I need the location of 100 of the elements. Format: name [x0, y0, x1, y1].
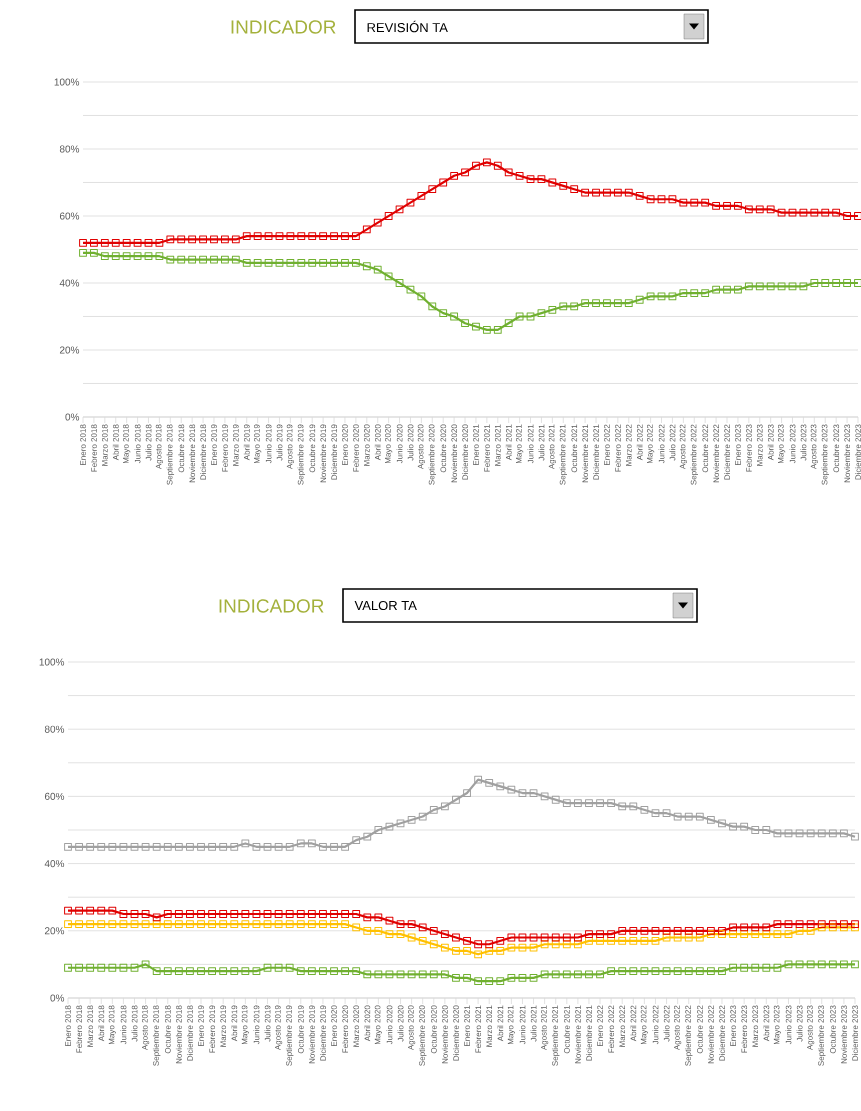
x-tick-label: Diciembre 2022 — [719, 1005, 725, 1061]
x-tick-label: Diciembre 2023 — [852, 1005, 858, 1061]
x-tick-label: Septiembre 2019 — [297, 424, 306, 485]
x-tick-label: Julio 2022 — [663, 1005, 670, 1042]
x-tick-label: Mayo 2020 — [385, 424, 393, 464]
chart-subtitle: REVISIÓN TA — [367, 20, 448, 33]
x-tick-label: Agosto 2020 — [417, 424, 425, 470]
x-tick-label: Agosto 2021 — [541, 1005, 549, 1051]
x-tick-label: Julio 2019 — [276, 424, 283, 461]
x-tick-label: Julio 2023 — [796, 1005, 803, 1042]
x-tick-label: Mayo 2023 — [773, 1005, 782, 1045]
x-tick-label: Octubre 2020 — [430, 1005, 437, 1054]
x-tick-label: Abril 2023 — [767, 424, 774, 461]
x-tick-label: Noviembre 2021 — [574, 1005, 581, 1064]
x-tick-label: Junio 2020 — [396, 424, 403, 464]
x-tick-label: Diciembre 2023 — [855, 424, 861, 480]
x-tick-label: Abril 2018 — [98, 1005, 105, 1042]
x-tick-label: Julio 2021 — [530, 1005, 537, 1042]
x-tick-label: Diciembre 2020 — [453, 1005, 459, 1061]
x-tick-label: Junio 2023 — [789, 424, 796, 464]
x-tick-label: Febrero 2022 — [614, 424, 621, 472]
x-tick-label: Abril 2021 — [505, 424, 512, 461]
x-tick-label: Febrero 2021 — [483, 424, 490, 472]
x-tick-label: Octubre 2018 — [178, 424, 185, 473]
x-tick-label: Junio 2019 — [253, 1005, 260, 1045]
x-tick-label: Julio 2021 — [538, 424, 545, 461]
x-tick-label: Mayo 2018 — [123, 424, 131, 464]
x-tick-label: Octubre 2019 — [309, 424, 316, 473]
x-tick-label: Agosto 2022 — [679, 424, 687, 470]
x-tick-label: Agosto 2018 — [141, 1005, 150, 1051]
x-tick-label: Mayo 2023 — [777, 424, 786, 464]
y-tick-label: 60% — [59, 212, 80, 220]
x-tick-label: Mayo 2018 — [108, 1005, 116, 1045]
x-tick-label: Agosto 2019 — [274, 1005, 283, 1051]
x-tick-label: Septiembre 2022 — [684, 1005, 693, 1066]
x-tick-label: Agosto 2023 — [807, 1005, 815, 1051]
x-tick-label: Diciembre 2018 — [200, 424, 207, 480]
x-tick-label: Octubre 2022 — [702, 424, 709, 473]
x-tick-label: Octubre 2019 — [297, 1005, 304, 1054]
x-tick-label: Febrero 2018 — [90, 424, 97, 472]
chart-title: INDICADOR — [231, 20, 336, 34]
x-tick-label: Junio 2020 — [386, 1005, 393, 1045]
x-tick-label: Enero 2020 — [342, 424, 348, 465]
x-tick-label: Julio 2020 — [397, 1005, 404, 1042]
x-tick-label: Octubre 2018 — [164, 1005, 171, 1054]
x-tick-label: Marzo 2019 — [220, 1005, 227, 1047]
x-tick-label: Enero 2018 — [65, 1005, 71, 1046]
x-tick-label: Noviembre 2023 — [840, 1005, 847, 1064]
x-tick-label: Febrero 2022 — [608, 1005, 615, 1053]
x-tick-label: Marzo 2022 — [625, 424, 632, 466]
x-tick-label: Mayo 2019 — [241, 1005, 249, 1045]
y-tick-label: 0% — [65, 413, 80, 421]
x-tick-label: Marzo 2018 — [87, 1005, 93, 1047]
x-tick-label: Diciembre 2019 — [320, 1005, 326, 1061]
x-tick-label: Agosto 2023 — [810, 424, 818, 470]
x-tick-label: Marzo 2018 — [102, 424, 108, 466]
x-tick-label: Noviembre 2020 — [441, 1005, 448, 1064]
x-tick-label: Mayo 2021 — [507, 1005, 515, 1045]
x-tick-label: Mayo 2021 — [515, 424, 524, 464]
y-tick-label: 40% — [44, 860, 65, 868]
x-tick-label: Julio 2018 — [131, 1005, 138, 1042]
x-tick-label: Septiembre 2022 — [690, 424, 698, 485]
x-tick-label: Noviembre 2022 — [707, 1005, 714, 1064]
y-tick-label: 60% — [44, 792, 65, 800]
y-tick-label: 20% — [59, 346, 80, 354]
x-tick-label: Junio 2018 — [134, 424, 141, 464]
x-tick-label: Marzo 2020 — [363, 424, 370, 466]
x-tick-label: Enero 2022 — [604, 424, 610, 465]
x-tick-label: Diciembre 2022 — [724, 424, 730, 480]
x-tick-label: Enero 2023 — [735, 424, 741, 465]
x-tick-label: Diciembre 2021 — [586, 1005, 592, 1061]
x-tick-label: Marzo 2023 — [752, 1005, 759, 1047]
chart-subtitle: VALOR TA — [354, 600, 417, 611]
x-tick-label: Octubre 2023 — [829, 1005, 836, 1054]
x-tick-label: Junio 2022 — [658, 424, 665, 464]
x-tick-label: Mayo 2019 — [254, 424, 262, 464]
x-tick-label: Mayo 2022 — [640, 1005, 649, 1045]
x-tick-label: Noviembre 2020 — [451, 424, 458, 483]
x-tick-label: Julio 2023 — [800, 424, 807, 461]
x-tick-label: Mayo 2020 — [374, 1005, 382, 1045]
x-tick-label: Enero 2019 — [198, 1005, 204, 1046]
x-tick-label: Enero 2023 — [730, 1005, 736, 1046]
x-tick-label: Marzo 2022 — [619, 1005, 626, 1047]
x-tick-label: Septiembre 2020 — [418, 1005, 427, 1066]
x-tick-label: Abril 2019 — [243, 424, 250, 461]
x-tick-label: Abril 2020 — [364, 1005, 371, 1042]
x-tick-label: Abril 2023 — [763, 1005, 770, 1042]
x-tick-label: Julio 2019 — [264, 1005, 271, 1042]
x-tick-label: Febrero 2020 — [342, 1005, 349, 1053]
x-tick-label: Noviembre 2023 — [844, 424, 851, 483]
x-tick-label: Septiembre 2023 — [818, 1005, 826, 1066]
x-tick-label: Diciembre 2018 — [186, 1005, 193, 1061]
x-tick-label: Noviembre 2018 — [175, 1005, 182, 1064]
x-tick-label: Noviembre 2022 — [713, 424, 720, 483]
x-tick-label: Junio 2021 — [527, 424, 534, 464]
x-tick-label: Agosto 2022 — [674, 1005, 682, 1051]
x-tick-label: Noviembre 2019 — [308, 1005, 315, 1064]
x-tick-label: Agosto 2018 — [155, 424, 164, 470]
y-tick-label: 100% — [54, 78, 80, 86]
x-tick-label: Julio 2018 — [145, 424, 152, 461]
